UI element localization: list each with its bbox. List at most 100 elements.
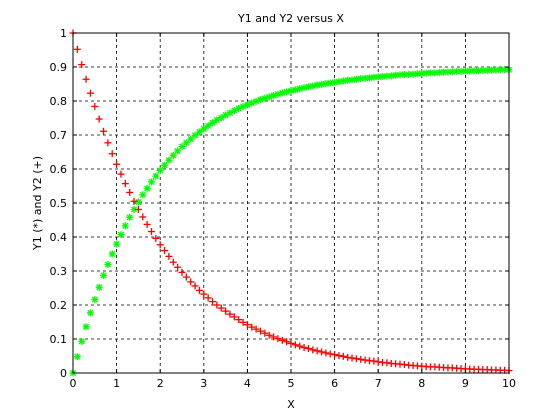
data-point bbox=[152, 234, 160, 242]
x-tick-label: 7 bbox=[375, 377, 382, 390]
data-point bbox=[174, 147, 182, 155]
data-point bbox=[309, 82, 317, 90]
data-point bbox=[104, 139, 112, 147]
x-tick-label: 6 bbox=[331, 377, 338, 390]
data-point bbox=[165, 252, 173, 260]
data-point bbox=[300, 84, 308, 92]
data-point bbox=[139, 213, 147, 221]
data-point bbox=[191, 282, 199, 290]
data-point bbox=[195, 286, 203, 294]
data-point bbox=[252, 325, 260, 333]
y-axis-label: Y1 (*) and Y2 (+) bbox=[31, 156, 44, 251]
data-point bbox=[313, 347, 321, 355]
data-point bbox=[195, 128, 203, 136]
data-point bbox=[152, 172, 160, 180]
data-point bbox=[100, 271, 108, 279]
data-point bbox=[161, 247, 169, 255]
y-tick-label: 1 bbox=[60, 27, 67, 40]
data-point bbox=[73, 45, 81, 53]
data-point bbox=[370, 357, 378, 365]
x-tick-label: 8 bbox=[418, 377, 425, 390]
y-tick-label: 0.4 bbox=[50, 231, 68, 244]
data-point bbox=[226, 310, 234, 318]
data-point bbox=[113, 240, 121, 248]
data-point bbox=[304, 345, 312, 353]
data-point bbox=[204, 294, 212, 302]
data-point bbox=[322, 349, 330, 357]
data-point bbox=[113, 160, 121, 168]
data-point bbox=[91, 102, 99, 110]
data-point bbox=[95, 283, 103, 291]
y-tick-label: 0.7 bbox=[50, 129, 68, 142]
data-point bbox=[86, 309, 94, 317]
data-point bbox=[331, 351, 339, 359]
y-tick-label: 0.3 bbox=[50, 265, 68, 278]
data-point bbox=[248, 323, 256, 331]
data-point bbox=[278, 336, 286, 344]
data-point bbox=[235, 316, 243, 324]
data-point bbox=[191, 131, 199, 139]
data-point bbox=[86, 89, 94, 97]
data-point bbox=[230, 313, 238, 321]
data-point bbox=[100, 127, 108, 135]
data-point bbox=[287, 339, 295, 347]
data-point bbox=[117, 231, 125, 239]
data-point bbox=[156, 166, 164, 174]
data-point bbox=[213, 301, 221, 309]
data-point bbox=[204, 122, 212, 130]
series-star-markers bbox=[69, 66, 513, 377]
data-point bbox=[78, 337, 86, 345]
data-point bbox=[108, 150, 116, 158]
data-point bbox=[209, 298, 217, 306]
x-tick-label: 1 bbox=[113, 377, 120, 390]
y-tick-label: 0.8 bbox=[50, 95, 68, 108]
data-point bbox=[296, 85, 304, 93]
data-point bbox=[73, 353, 81, 361]
data-point bbox=[143, 184, 151, 192]
axis-ticks: 0 1 2 3 4 5 6 7 8 9 10 0 0.1 0.2 0.3 0.4 0.5 0.6 0.7 0.8 0.9… bbox=[50, 27, 517, 390]
x-tick-label: 5 bbox=[288, 377, 295, 390]
data-point bbox=[78, 61, 86, 69]
data-point bbox=[296, 342, 304, 350]
series-plus-markers bbox=[69, 29, 513, 375]
data-point bbox=[169, 258, 177, 266]
data-point bbox=[339, 352, 347, 360]
data-point bbox=[326, 350, 334, 358]
data-point bbox=[283, 88, 291, 96]
data-point bbox=[256, 327, 264, 335]
data-point bbox=[243, 321, 251, 329]
data-point bbox=[126, 188, 134, 196]
data-point bbox=[104, 261, 112, 269]
data-point bbox=[278, 89, 286, 97]
x-tick-label: 9 bbox=[462, 377, 469, 390]
x-tick-label: 0 bbox=[70, 377, 77, 390]
data-point bbox=[134, 198, 142, 206]
data-point bbox=[161, 161, 169, 169]
data-point bbox=[283, 338, 291, 346]
data-point bbox=[374, 358, 382, 366]
data-point bbox=[318, 348, 326, 356]
data-point bbox=[339, 77, 347, 85]
x-tick-label: 3 bbox=[200, 377, 207, 390]
y-tick-label: 0 bbox=[60, 367, 67, 380]
data-point bbox=[126, 213, 134, 221]
data-point bbox=[143, 220, 151, 228]
data-point bbox=[178, 268, 186, 276]
data-point bbox=[270, 333, 278, 341]
data-point bbox=[239, 318, 247, 326]
x-tick-label: 10 bbox=[502, 377, 516, 390]
data-point bbox=[383, 359, 391, 367]
data-point bbox=[169, 151, 177, 159]
data-point bbox=[300, 344, 308, 351]
data-point bbox=[361, 356, 369, 364]
data-point bbox=[217, 114, 225, 122]
data-point bbox=[147, 228, 155, 236]
y-tick-label: 0.2 bbox=[50, 299, 68, 312]
data-point bbox=[95, 115, 103, 123]
data-point bbox=[261, 329, 269, 337]
data-point bbox=[117, 170, 125, 178]
data-point bbox=[156, 241, 164, 249]
data-point bbox=[287, 87, 295, 95]
y-tick-label: 0.5 bbox=[50, 197, 68, 210]
